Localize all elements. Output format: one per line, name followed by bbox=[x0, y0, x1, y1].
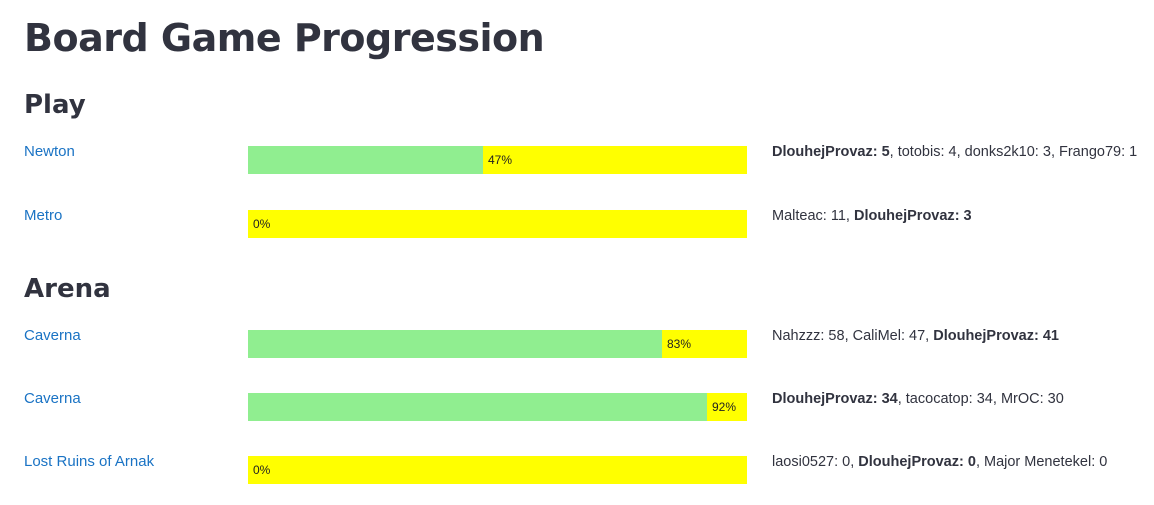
score-entry: DlouhejProvaz: 34 bbox=[772, 391, 898, 407]
player-name: DlouhejProvaz bbox=[853, 208, 955, 224]
player-name: DlouhejProvaz bbox=[933, 328, 1034, 344]
progress-fill bbox=[248, 330, 662, 358]
score-list: DlouhejProvaz: 34, tacocatop: 34, MrOC: … bbox=[772, 391, 1064, 407]
player-score: 58 bbox=[828, 328, 845, 344]
player-score: 30 bbox=[1047, 391, 1064, 407]
player-score: 0 bbox=[1099, 454, 1108, 470]
player-score: 34 bbox=[976, 391, 993, 407]
progress-label: 0% bbox=[253, 217, 271, 231]
progress-label: 92% bbox=[712, 400, 737, 414]
progress-bar: 47% bbox=[248, 146, 747, 174]
player-name: DlouhejProvaz bbox=[772, 391, 873, 407]
player-name: CaliMel bbox=[852, 328, 901, 344]
game-row: Newton 47% DlouhejProvaz: 5, totobis: 4,… bbox=[0, 142, 1154, 192]
player-score: 47 bbox=[909, 328, 926, 344]
player-name: Major Menetekel bbox=[984, 454, 1092, 470]
player-name: MrOC bbox=[1000, 391, 1040, 407]
player-name: donks2k10 bbox=[964, 144, 1035, 160]
game-row: Metro 0% Malteac: 11, DlouhejProvaz: 3 bbox=[0, 206, 1154, 256]
score-entry: Frango79: 1 bbox=[1059, 144, 1138, 160]
game-link-metro[interactable]: Metro bbox=[24, 207, 63, 224]
score-entry: CaliMel: 47 bbox=[852, 328, 926, 344]
player-score: 3 bbox=[963, 208, 972, 224]
player-name: totobis bbox=[897, 144, 941, 160]
player-score: 1 bbox=[1129, 144, 1138, 160]
score-list: Nahzzz: 58, CaliMel: 47, DlouhejProvaz: … bbox=[772, 328, 1059, 344]
game-row: Lost Ruins of Arnak 0% laosi0527: 0, Dlo… bbox=[0, 452, 1154, 502]
progress-fill bbox=[248, 146, 483, 174]
game-row: Caverna 83% Nahzzz: 58, CaliMel: 47, Dlo… bbox=[0, 326, 1154, 376]
score-list: DlouhejProvaz: 5, totobis: 4, donks2k10:… bbox=[772, 144, 1138, 160]
player-score: 0 bbox=[842, 454, 851, 470]
game-link-lost-ruins-of-arnak[interactable]: Lost Ruins of Arnak bbox=[24, 453, 155, 470]
progress-bar: 83% bbox=[248, 330, 747, 358]
game-link-caverna[interactable]: Caverna bbox=[24, 390, 81, 407]
score-entry: DlouhejProvaz: 41 bbox=[933, 328, 1059, 344]
score-entry: Major Menetekel: 0 bbox=[984, 454, 1108, 470]
progress-bar: 0% bbox=[248, 210, 747, 238]
player-score: 41 bbox=[1042, 328, 1059, 344]
game-link-caverna[interactable]: Caverna bbox=[24, 327, 81, 344]
player-score: 5 bbox=[881, 144, 890, 160]
game-row: Caverna 92% DlouhejProvaz: 34, tacocatop… bbox=[0, 389, 1154, 439]
player-name: DlouhejProvaz bbox=[772, 144, 873, 160]
game-link-newton[interactable]: Newton bbox=[24, 143, 75, 160]
player-name: tacocatop bbox=[905, 391, 969, 407]
progress-fill bbox=[248, 393, 707, 421]
score-entry: Nahzzz: 58 bbox=[772, 328, 845, 344]
player-score: 3 bbox=[1042, 144, 1051, 160]
player-score: 4 bbox=[948, 144, 957, 160]
score-entry: DlouhejProvaz: 3 bbox=[853, 208, 972, 224]
player-name: laosi0527 bbox=[772, 454, 835, 470]
player-name: Malteac bbox=[772, 208, 823, 224]
score-entry: tacocatop: 34 bbox=[905, 391, 993, 407]
player-score: 34 bbox=[881, 391, 898, 407]
section-heading-arena: Arena bbox=[24, 274, 111, 304]
player-score: 11 bbox=[830, 208, 846, 224]
progress-label: 0% bbox=[253, 463, 271, 477]
section-heading-play: Play bbox=[24, 90, 86, 120]
score-list: laosi0527: 0, DlouhejProvaz: 0, Major Me… bbox=[772, 454, 1108, 470]
progress-bar: 92% bbox=[248, 393, 747, 421]
player-name: Nahzzz bbox=[772, 328, 821, 344]
progress-label: 47% bbox=[488, 153, 513, 167]
player-score: 0 bbox=[967, 454, 976, 470]
score-entry: Malteac: 11 bbox=[772, 208, 846, 224]
player-name: Frango79 bbox=[1059, 144, 1122, 160]
score-entry: DlouhejProvaz: 0 bbox=[858, 454, 976, 470]
score-entry: MrOC: 30 bbox=[1000, 391, 1064, 407]
score-entry: donks2k10: 3 bbox=[964, 144, 1051, 160]
page-title: Board Game Progression bbox=[24, 16, 545, 60]
score-entry: laosi0527: 0 bbox=[772, 454, 851, 470]
score-entry: DlouhejProvaz: 5 bbox=[772, 144, 890, 160]
progress-label: 83% bbox=[667, 337, 692, 351]
score-entry: totobis: 4 bbox=[897, 144, 957, 160]
player-name: DlouhejProvaz bbox=[858, 454, 959, 470]
score-list: Malteac: 11, DlouhejProvaz: 3 bbox=[772, 208, 972, 224]
progress-bar: 0% bbox=[248, 456, 747, 484]
